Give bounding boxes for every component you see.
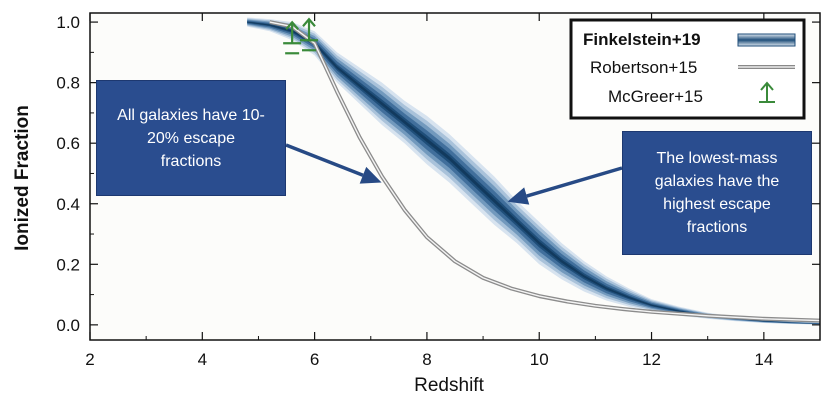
- plot-border: [89, 12, 821, 341]
- arrow-all-galaxies: [285, 143, 382, 184]
- mcgreer-limit-head: [302, 17, 316, 27]
- legend: Finkelstein+19 Robertson+15 McGreer+15: [569, 18, 806, 120]
- robertson-line: [269, 20, 820, 323]
- legend-label-robertson: Robertson+15: [590, 58, 697, 77]
- mcgreer-limit-1: [300, 17, 318, 52]
- legend-swatch-mcgreer-arrow-icon: [759, 81, 775, 103]
- legend-swatch-finkelstein: [737, 33, 796, 47]
- x-tick-label-5: 12: [642, 350, 661, 369]
- y-tick-label-0: 0.0: [56, 316, 80, 335]
- arrow-lowest-mass: [507, 166, 623, 205]
- finkelstein-band: [247, 17, 820, 325]
- mcgreer-limit-0: [283, 20, 302, 55]
- legend-label-mcgreer: McGreer+15: [608, 87, 703, 106]
- y-tick-label-3: 0.6: [56, 134, 80, 153]
- arrow-lowest-mass-shaft: [526, 166, 623, 198]
- legend-label-finkelstein: Finkelstein+19: [583, 30, 701, 49]
- y-tick-label-2: 0.4: [56, 195, 80, 214]
- axis-ticks: 2 4 6 8 10 12 14 0.0 0.2 0.4 0.6 0.8 1.0: [56, 13, 821, 369]
- callout-all-galaxies: All galaxies have 10-20% escape fraction…: [96, 80, 286, 196]
- callout-lowest-mass: The lowest-mass galaxies have the highes…: [622, 131, 812, 255]
- arrow-all-galaxies-shaft: [285, 143, 364, 177]
- x-tick-label-3: 8: [422, 350, 431, 369]
- x-tick-label-0: 2: [85, 350, 94, 369]
- band-layer-1: [247, 18, 820, 325]
- y-tick-label-5: 1.0: [56, 13, 80, 32]
- y-tick-label-4: 0.8: [56, 74, 80, 93]
- annotation-arrows: [285, 143, 623, 205]
- x-tick-label-2: 6: [310, 350, 319, 369]
- robertson-line-core: [269, 21, 820, 322]
- mcgreer-limits: [283, 17, 318, 55]
- x-axis-label: Redshift: [414, 375, 484, 396]
- plot-frame: [89, 12, 821, 341]
- x-tick-label-1: 4: [198, 350, 207, 369]
- x-tick-label-6: 14: [754, 350, 773, 369]
- x-tick-label-4: 10: [530, 350, 549, 369]
- y-tick-label-1: 0.2: [56, 255, 80, 274]
- arrow-lowest-mass-head: [507, 187, 530, 205]
- arrow-all-galaxies-head: [359, 166, 382, 184]
- mcgreer-limit-head: [285, 20, 299, 30]
- y-axis-label: Ionized Fraction: [12, 105, 33, 251]
